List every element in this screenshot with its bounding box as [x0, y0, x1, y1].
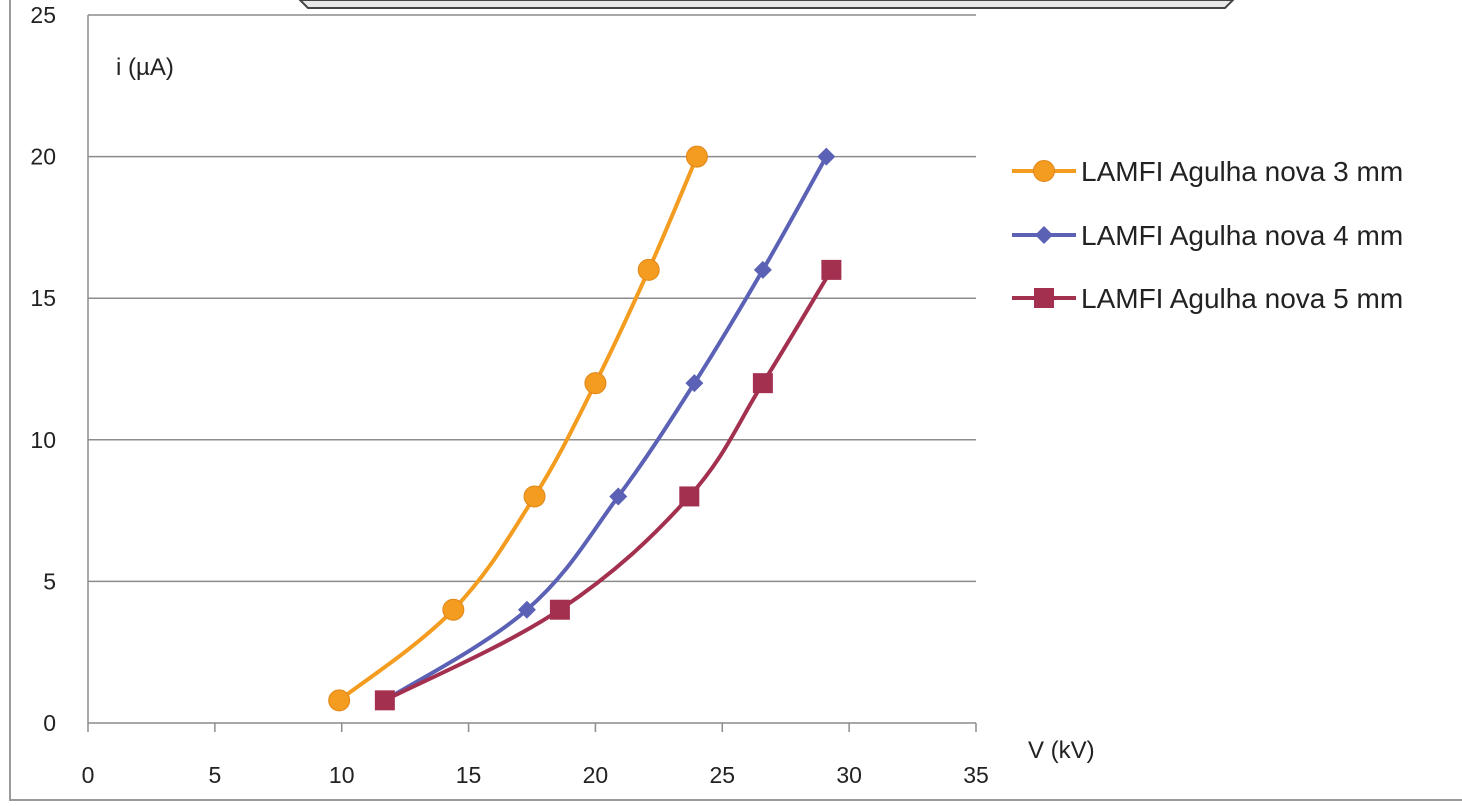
- x-tick-label: 0: [82, 762, 95, 788]
- gridlines: [88, 14, 976, 583]
- data-point: [753, 260, 772, 279]
- partial-header-fragment: [298, 0, 1235, 9]
- axes: 0 5 10 15 20 25 0 5 10 15 20 25 30 35: [30, 2, 988, 788]
- series-3: [374, 259, 842, 711]
- data-point: [821, 259, 842, 280]
- x-axis-label: V (kV): [1028, 737, 1095, 764]
- data-point: [328, 689, 351, 712]
- data-point: [685, 145, 708, 168]
- data-point: [817, 147, 836, 166]
- legend-label: LAMFI Agulha nova 3 mm: [1081, 156, 1403, 187]
- y-axis-label: i (µA): [116, 54, 174, 81]
- legend-label: LAMFI Agulha nova 4 mm: [1081, 220, 1403, 251]
- legend-item-1: LAMFI Agulha nova 3 mm: [1012, 156, 1403, 187]
- y-tick-label: 15: [30, 285, 56, 311]
- data-point: [609, 487, 628, 506]
- legend-item-2: LAMFI Agulha nova 4 mm: [1012, 220, 1403, 251]
- legend-marker: [1035, 226, 1053, 244]
- legend: LAMFI Agulha nova 3 mm LAMFI Agulha nova …: [1012, 156, 1403, 314]
- data-point: [442, 598, 465, 621]
- data-point: [374, 690, 395, 711]
- series-line: [337, 154, 699, 703]
- x-tick-label: 15: [456, 762, 482, 788]
- series-1: [328, 145, 708, 712]
- x-tick-label: 35: [963, 762, 989, 788]
- x-tick-label: 10: [329, 762, 355, 788]
- x-tick-label: 25: [709, 762, 735, 788]
- y-tick-label: 10: [30, 427, 56, 453]
- legend-label: LAMFI Agulha nova 5 mm: [1081, 283, 1403, 314]
- series-line: [382, 154, 829, 703]
- y-tick-label: 20: [30, 144, 56, 170]
- legend-marker: [1033, 160, 1055, 182]
- y-tick-label: 5: [43, 568, 56, 594]
- y-tick-label: 25: [30, 2, 56, 28]
- data-point: [517, 600, 536, 619]
- data-point: [549, 599, 570, 620]
- series-line: [382, 267, 834, 703]
- x-tick-label: 20: [583, 762, 609, 788]
- series-group: [328, 145, 842, 712]
- x-tick-label: 30: [836, 762, 862, 788]
- x-tick-label: 5: [208, 762, 221, 788]
- data-point: [584, 372, 607, 395]
- data-point: [523, 485, 546, 508]
- y-tick-label: 0: [43, 710, 56, 736]
- data-point: [637, 258, 660, 281]
- legend-item-3: LAMFI Agulha nova 5 mm: [1012, 283, 1403, 314]
- legend-marker: [1034, 288, 1054, 308]
- data-point: [685, 374, 704, 393]
- data-point: [752, 373, 773, 394]
- data-point: [679, 486, 700, 507]
